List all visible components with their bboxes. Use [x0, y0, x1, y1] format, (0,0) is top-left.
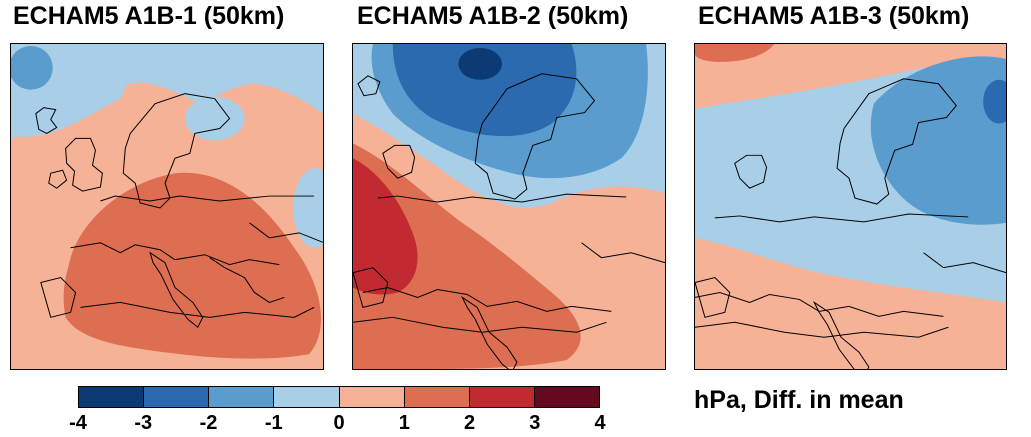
- map-panel-3: [694, 43, 1007, 370]
- panel-1-title: ECHAM5 A1B-1 (50km): [13, 2, 285, 30]
- field-negative-2: [870, 56, 1006, 225]
- field-negative-4: [458, 47, 503, 80]
- map-panel-3-field: [695, 44, 1006, 369]
- colorbar-segment: [469, 387, 535, 407]
- colorbar-tick-label: 3: [529, 412, 541, 434]
- field-positive-2: [353, 143, 581, 369]
- coastlines-2: [353, 73, 665, 369]
- colorbar-segment: [79, 387, 145, 407]
- panel-3-title: ECHAM5 A1B-3 (50km): [698, 2, 970, 30]
- map-panel-2-field: [353, 44, 665, 369]
- map-panel-1: [10, 43, 324, 370]
- field-negative-1c: [184, 96, 245, 141]
- colorbar-tick-label: -1: [264, 412, 283, 434]
- field-negative-1b: [11, 44, 323, 139]
- map-panel-2: [352, 43, 666, 370]
- panel-2-title: ECHAM5 A1B-2 (50km): [357, 2, 629, 30]
- colorbar-tick-label: 2: [463, 412, 476, 434]
- colorbar: [78, 386, 600, 408]
- colorbar-segment: [339, 387, 405, 407]
- field-positive-2: [63, 172, 322, 359]
- colorbar-tick-label: -4: [69, 412, 87, 434]
- colorbar-tick-label: -3: [134, 412, 153, 434]
- colorbar-segment: [144, 387, 210, 407]
- field-negative-1d: [293, 168, 323, 248]
- colorbar-tick-label: -2: [199, 412, 218, 434]
- units-label: hPa, Diff. in mean: [694, 386, 904, 414]
- colorbar-tick-label: 4: [594, 412, 606, 434]
- field-positive-2: [695, 44, 775, 62]
- colorbar-tick-label: 0: [333, 412, 345, 434]
- colorbar-segment: [404, 387, 470, 407]
- colorbar-segment: [274, 387, 340, 407]
- map-panel-1-field: [11, 44, 323, 369]
- coastlines-3: [695, 78, 1006, 369]
- colorbar-tick-label: 1: [398, 412, 410, 434]
- coastlines-1: [35, 93, 323, 329]
- field-positive-3: [353, 158, 418, 295]
- colorbar-segment: [534, 387, 599, 407]
- field-negative-3: [392, 44, 577, 137]
- field-negative-3: [983, 79, 1006, 124]
- colorbar-segment: [209, 387, 275, 407]
- field-negative-1e: [11, 45, 53, 90]
- colorbar-ticks: -4 -3 -2 -1 0 1 2 3 4: [0, 412, 640, 436]
